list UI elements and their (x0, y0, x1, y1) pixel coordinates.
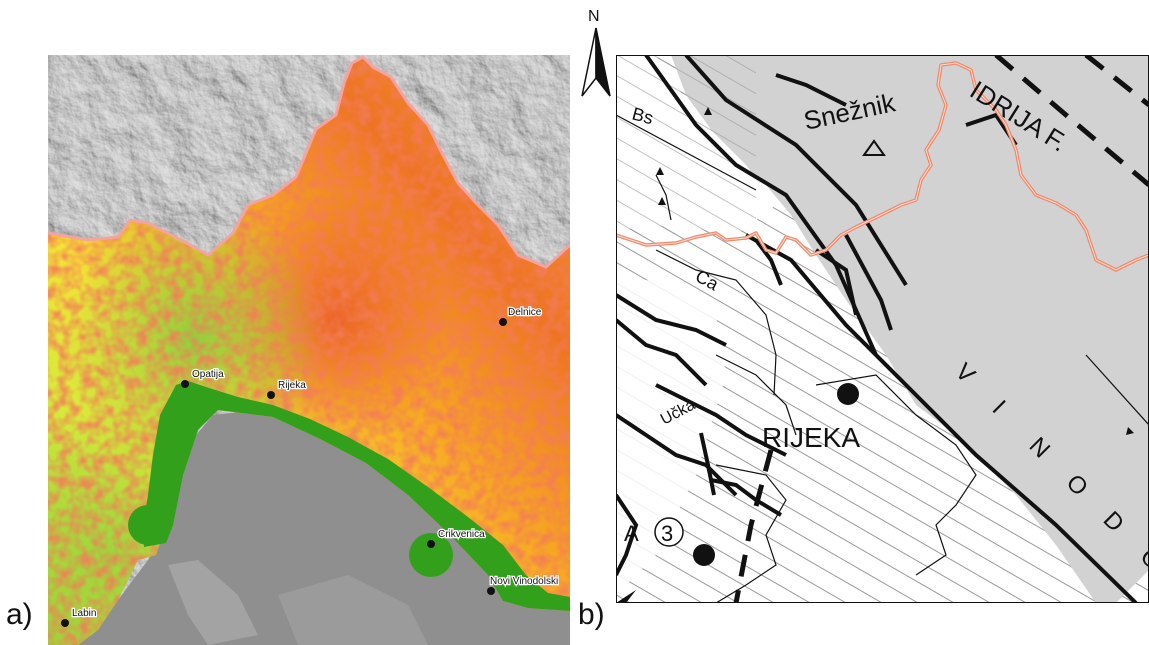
circled-number (654, 517, 684, 547)
map-b: Snežnik IDRIJA F. Bs Ca Učka RIJEKA 3 A … (616, 55, 1149, 603)
panel-b-label: b) (578, 598, 605, 631)
rijeka-label: RIJEKA (762, 422, 860, 453)
city-marker: Rijeka (267, 379, 307, 399)
city-marker: Novi Vinodolski (487, 575, 559, 595)
coastal-buffer (143, 381, 570, 611)
rijeka-marker (837, 383, 859, 405)
city-label: Labin (72, 608, 96, 619)
grey-zone (671, 55, 1149, 603)
circled-number-label: 3 (661, 521, 673, 546)
city-label: Novi Vinodolski (490, 576, 558, 587)
border-line (48, 55, 570, 269)
north-letter: N (588, 8, 600, 25)
city-label: Delnice (508, 307, 542, 318)
city-marker: Crikvenica (427, 528, 486, 548)
city-dot (693, 544, 715, 566)
city-marker: Labin (61, 607, 98, 627)
city-label: Rijeka (278, 380, 306, 391)
map-a: Delnice Opatija Rijeka Crikvenica Novi V… (48, 55, 570, 645)
north-arrow-icon (581, 27, 611, 97)
city-label: Crikvenica (438, 529, 485, 540)
partial-a-label: A (624, 521, 639, 546)
city-marker: Delnice (499, 306, 543, 326)
panel-a-label: a) (6, 598, 33, 631)
city-marker: Opatija (181, 368, 225, 388)
peak-triangle-icon (862, 139, 886, 156)
city-label: Opatija (192, 369, 224, 380)
